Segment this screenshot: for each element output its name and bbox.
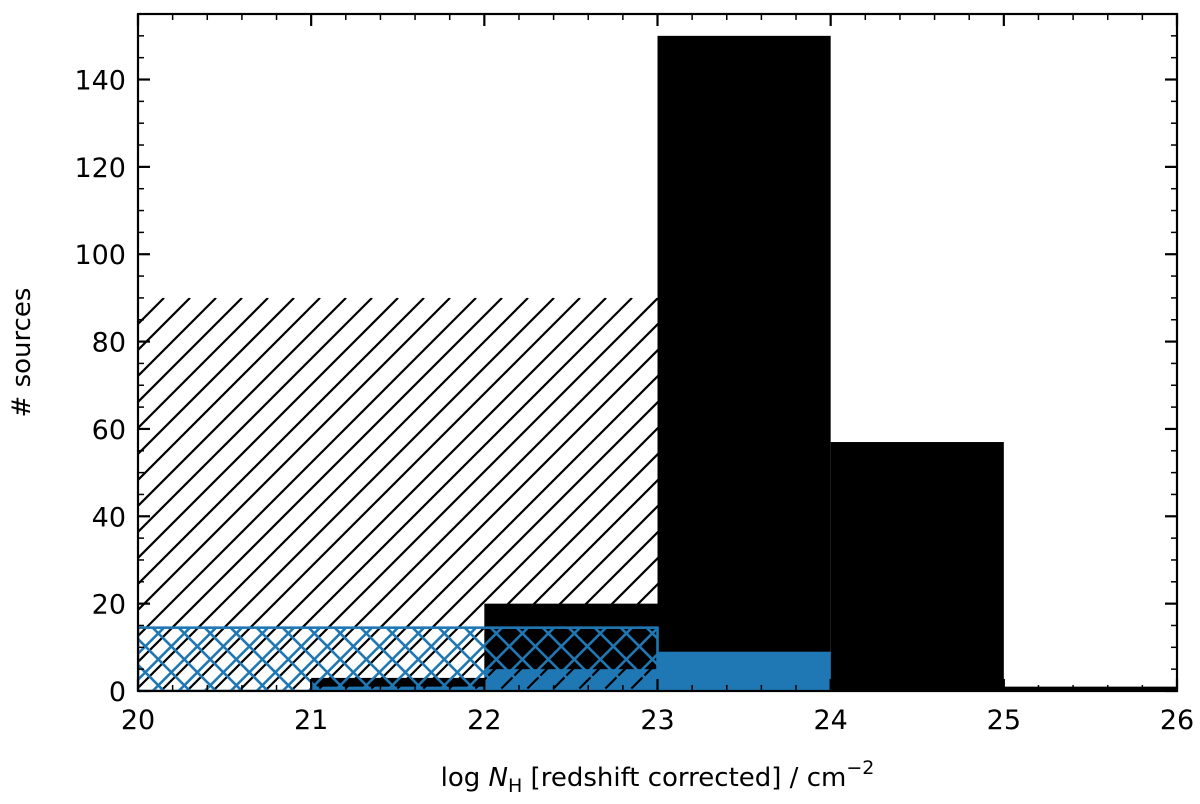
hatched-bar: [138, 297, 658, 691]
histogram-bar: [1003, 686, 1177, 691]
y-axis-label: # sources: [7, 288, 37, 418]
y-tick-label: 120: [74, 153, 126, 184]
x-tick-label: 22: [467, 705, 501, 736]
x-tick-label: 21: [294, 705, 328, 736]
y-tick-label: 140: [74, 66, 126, 97]
x-tick-label: 26: [1160, 705, 1194, 736]
x-tick-label: 20: [121, 705, 155, 736]
y-tick-label: 20: [92, 590, 126, 621]
x-axis-label: log NH [redshift corrected] / cm−2: [441, 757, 875, 797]
y-tick-label: 60: [92, 415, 126, 446]
histogram-bar: [657, 35, 831, 691]
y-tick-label: 80: [92, 328, 126, 359]
y-tick-label: 0: [109, 677, 126, 708]
x-tick-label: 23: [640, 705, 674, 736]
y-tick-label: 40: [92, 502, 126, 533]
x-tick-label: 25: [987, 705, 1021, 736]
y-tick-label: 100: [74, 240, 126, 271]
histogram-bar: [657, 651, 831, 691]
histogram-bar: [830, 442, 1004, 691]
x-tick-label: 24: [813, 705, 847, 736]
plot-frame: [136, 12, 1179, 693]
